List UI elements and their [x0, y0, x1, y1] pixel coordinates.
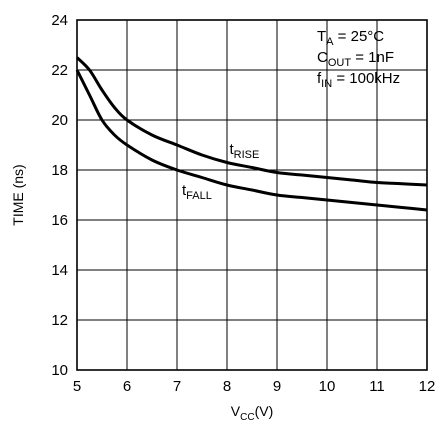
x-tick-label: 6 [123, 378, 131, 395]
x-tick-label: 10 [319, 378, 336, 395]
y-tick-label: 12 [51, 312, 68, 329]
series-layer [75, 56, 428, 212]
condition-line: TA = 25°C [317, 28, 384, 48]
series-label-tfall: tFALL [182, 182, 212, 202]
y-axis-title: TIME (ns) [10, 164, 26, 225]
x-tick-label: 7 [173, 378, 181, 395]
condition-line: fIN = 100kHz [317, 70, 400, 90]
y-tick-label: 22 [51, 62, 68, 79]
y-tick-label: 20 [51, 112, 68, 129]
x-tick-label: 12 [419, 378, 436, 395]
condition-line: COUT = 1nF [317, 49, 394, 69]
x-tick-label: 11 [369, 378, 385, 395]
series-line-trise [75, 56, 428, 187]
y-tick-label: 18 [51, 162, 68, 179]
x-axis-title-main: V [231, 403, 241, 419]
y-tick-label: 10 [51, 362, 68, 379]
x-axis-title-sub: CC [240, 412, 254, 423]
tick-labels: 5 6 7 8 9 10 11 12 10 12 14 16 18 20 22 24 [51, 12, 435, 395]
y-tick-label: 14 [51, 262, 68, 279]
x-tick-label: 5 [73, 378, 81, 395]
plot-frame [76, 19, 428, 371]
x-axis-title: VCC(V) [231, 403, 273, 423]
series-label-trise: tRISE [230, 141, 260, 161]
x-tick-label: 9 [273, 378, 281, 395]
series-line-tfall [75, 69, 428, 212]
y-tick-label: 24 [51, 12, 68, 29]
series-labels: tRISE tFALL [182, 141, 259, 202]
x-tick-label: 8 [223, 378, 231, 395]
x-axis-title-unit: (V) [255, 403, 274, 419]
y-tick-label: 16 [51, 212, 68, 229]
